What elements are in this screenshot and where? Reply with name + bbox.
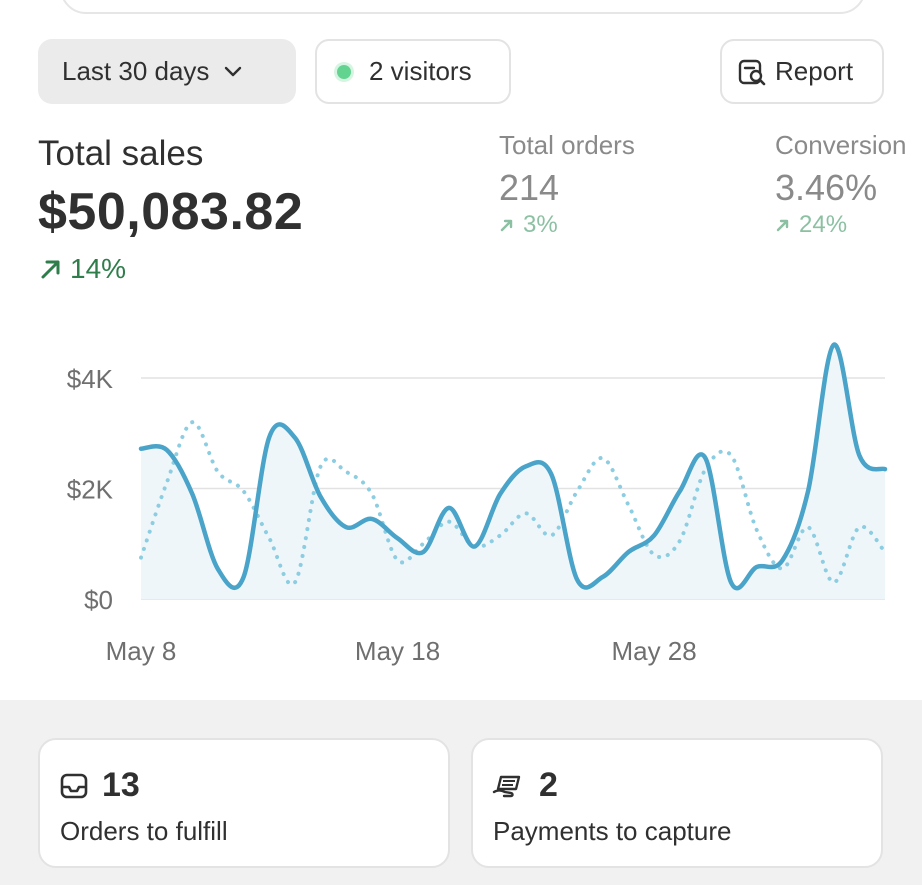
date-range-button[interactable]: Last 30 days [38, 39, 296, 104]
x-tick-label: May 8 [106, 636, 177, 666]
conversion-delta: 24% [775, 211, 907, 239]
total-sales-delta: 14% [38, 253, 126, 285]
total-orders-delta: 3% [499, 211, 635, 239]
report-button[interactable]: Report [720, 39, 884, 104]
x-tick-label: May 18 [355, 636, 440, 666]
payments-to-capture-count: 2 [539, 766, 558, 804]
x-tick-label: May 28 [611, 636, 696, 666]
arrow-up-right-icon [775, 217, 799, 233]
date-range-label: Last 30 days [62, 56, 210, 86]
search-card [60, 0, 866, 14]
arrow-up-right-icon [499, 217, 523, 233]
conversion-delta-value: 24% [799, 211, 848, 238]
visitors-label: 2 visitors [369, 56, 472, 86]
conversion-value: 3.46% [775, 167, 878, 208]
total-orders-delta-value: 3% [523, 211, 558, 238]
y-tick-label: $2K [67, 475, 114, 505]
y-tick-label: $0 [84, 585, 113, 615]
arrow-up-right-icon [38, 256, 70, 282]
inbox-icon [58, 770, 90, 802]
chevron-down-icon [223, 65, 243, 79]
total-sales-delta-value: 14% [70, 253, 127, 284]
total-orders-value: 214 [499, 167, 560, 208]
total-orders-metric[interactable]: Total orders 214 3% [499, 130, 635, 239]
total-sales-value: $50,083.82 [38, 183, 304, 241]
sales-area-fill [141, 344, 885, 599]
sales-line-chart[interactable]: $0 $2K $4K May 8 May 18 May 28 [0, 320, 922, 690]
report-label: Report [775, 56, 854, 86]
conversion-title: Conversion [775, 130, 907, 160]
orders-to-fulfill-tile[interactable]: 13 Orders to fulfill [38, 738, 450, 868]
live-dot-icon [337, 64, 351, 79]
report-search-icon [737, 57, 775, 87]
previous-period-line [139, 420, 887, 587]
orders-to-fulfill-count: 13 [102, 766, 140, 804]
current-period-line [138, 342, 888, 591]
live-visitors-button[interactable]: 2 visitors [315, 39, 511, 104]
total-orders-title: Total orders [499, 130, 635, 160]
y-tick-label: $4K [67, 364, 114, 394]
orders-to-fulfill-label: Orders to fulfill [60, 816, 228, 846]
conversion-metric[interactable]: Conversion 3.46% 24% [775, 130, 907, 239]
hand-money-icon [491, 770, 527, 802]
payments-to-capture-tile[interactable]: 2 Payments to capture [471, 738, 883, 868]
payments-to-capture-label: Payments to capture [493, 816, 732, 846]
total-sales-title: Total sales [38, 134, 204, 173]
